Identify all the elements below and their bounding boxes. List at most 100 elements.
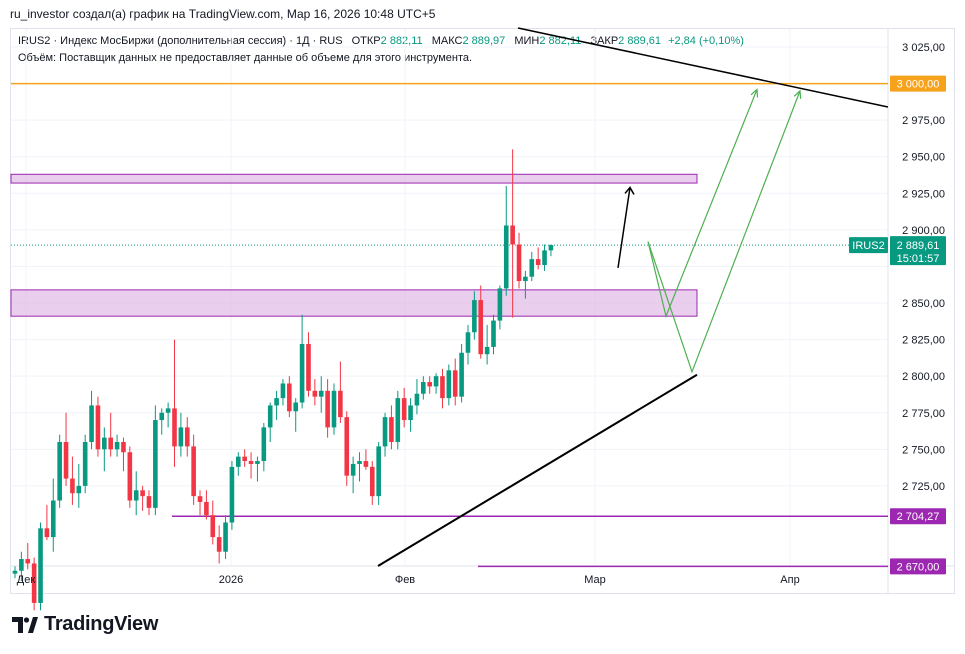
candle-body [516,244,522,282]
candle-body [31,563,37,603]
candle [535,247,541,270]
candle-body [242,456,247,462]
chart-header-title: ru_investor создал(а) график на TradingV… [10,7,436,21]
candle-body [165,408,171,413]
candle [408,398,413,432]
candle [44,504,50,541]
candle [376,442,381,505]
projection-arrowhead [793,89,802,99]
candle-body [108,437,113,450]
candle [350,456,356,494]
candle [114,434,120,457]
candle-body [216,537,222,552]
candle-body [223,522,228,552]
candle-body [344,417,350,476]
candle-body [299,343,305,403]
candle-body [133,490,139,501]
candle-body [414,393,420,406]
candle [389,405,394,450]
candle [287,376,292,418]
candle [325,379,330,438]
candle-body [140,490,145,497]
candle-body [421,382,426,394]
candle-body [363,461,369,467]
change-value: +2,84 (+0,10%) [668,35,744,47]
candle-body [293,402,299,412]
low-value: 2 882,11 [539,35,582,47]
candle-body [523,276,528,282]
candle [484,324,490,365]
candle-body [82,442,88,486]
candle [338,361,343,423]
candle-body [280,383,286,399]
impulse-arrowhead [624,186,635,195]
x-tick-label: Фев [395,574,415,586]
candle [146,490,152,516]
candle [153,405,158,516]
candle [229,461,235,530]
candle [89,390,94,450]
candle [382,412,388,457]
symbol-description[interactable]: IRUS2 · Индекс МосБиржи (дополнительная … [18,35,343,47]
candle-body [497,288,503,321]
candle [63,412,69,486]
symbol-tag [849,237,888,254]
symbol-tag-label: IRUS2 [852,240,884,252]
close-value: 2 889,61 [618,35,661,47]
candle [299,314,305,409]
y-tick-label: 2 850,00 [902,298,945,310]
y-tick-label: 2 725,00 [902,481,945,493]
candle-body [312,390,318,397]
candle [306,332,311,397]
y-tick-label: 2 950,00 [902,152,945,164]
candle [331,383,337,435]
candle [497,285,503,330]
candle-body [459,352,464,397]
candle-body [229,466,235,523]
tradingview-brand[interactable]: TradingView [12,613,158,636]
candle [191,434,196,505]
candle [159,408,165,435]
candle [76,463,82,508]
candle-body [529,259,535,277]
candle [248,452,254,479]
candle-body [12,570,18,574]
candle-body [95,405,101,450]
y-tick-label: 2 900,00 [902,225,945,237]
candle-body [44,528,50,538]
level-price-tag [890,558,946,575]
candle-body [376,446,381,497]
candle-body [484,346,490,355]
candle-body [76,485,82,494]
candle-body [236,456,241,467]
candle [440,368,445,409]
candle [261,422,267,472]
candle [184,417,190,457]
projection-path [647,89,758,319]
candle [472,291,477,340]
candle [255,456,260,482]
zone-rect [10,173,698,184]
candle-body [433,376,439,387]
candle [12,566,18,579]
candle [548,244,554,257]
candle-body [38,528,43,603]
candle [523,270,528,299]
candle-body [325,390,330,428]
candle [293,398,299,432]
level-price-label: 2 670,00 [897,561,940,573]
current-price-label: 2 889,61 [897,240,940,252]
candle-body [287,383,292,412]
candle-body [548,245,554,251]
candle-body [19,559,24,571]
low-label: МИН [514,35,540,47]
candle [446,364,452,406]
candle [25,542,31,570]
candle-body [70,478,75,494]
candle [363,449,369,470]
candle-body [510,225,515,245]
candle-body [452,370,458,397]
level-price-tag [890,508,946,525]
candle-body [382,417,388,447]
